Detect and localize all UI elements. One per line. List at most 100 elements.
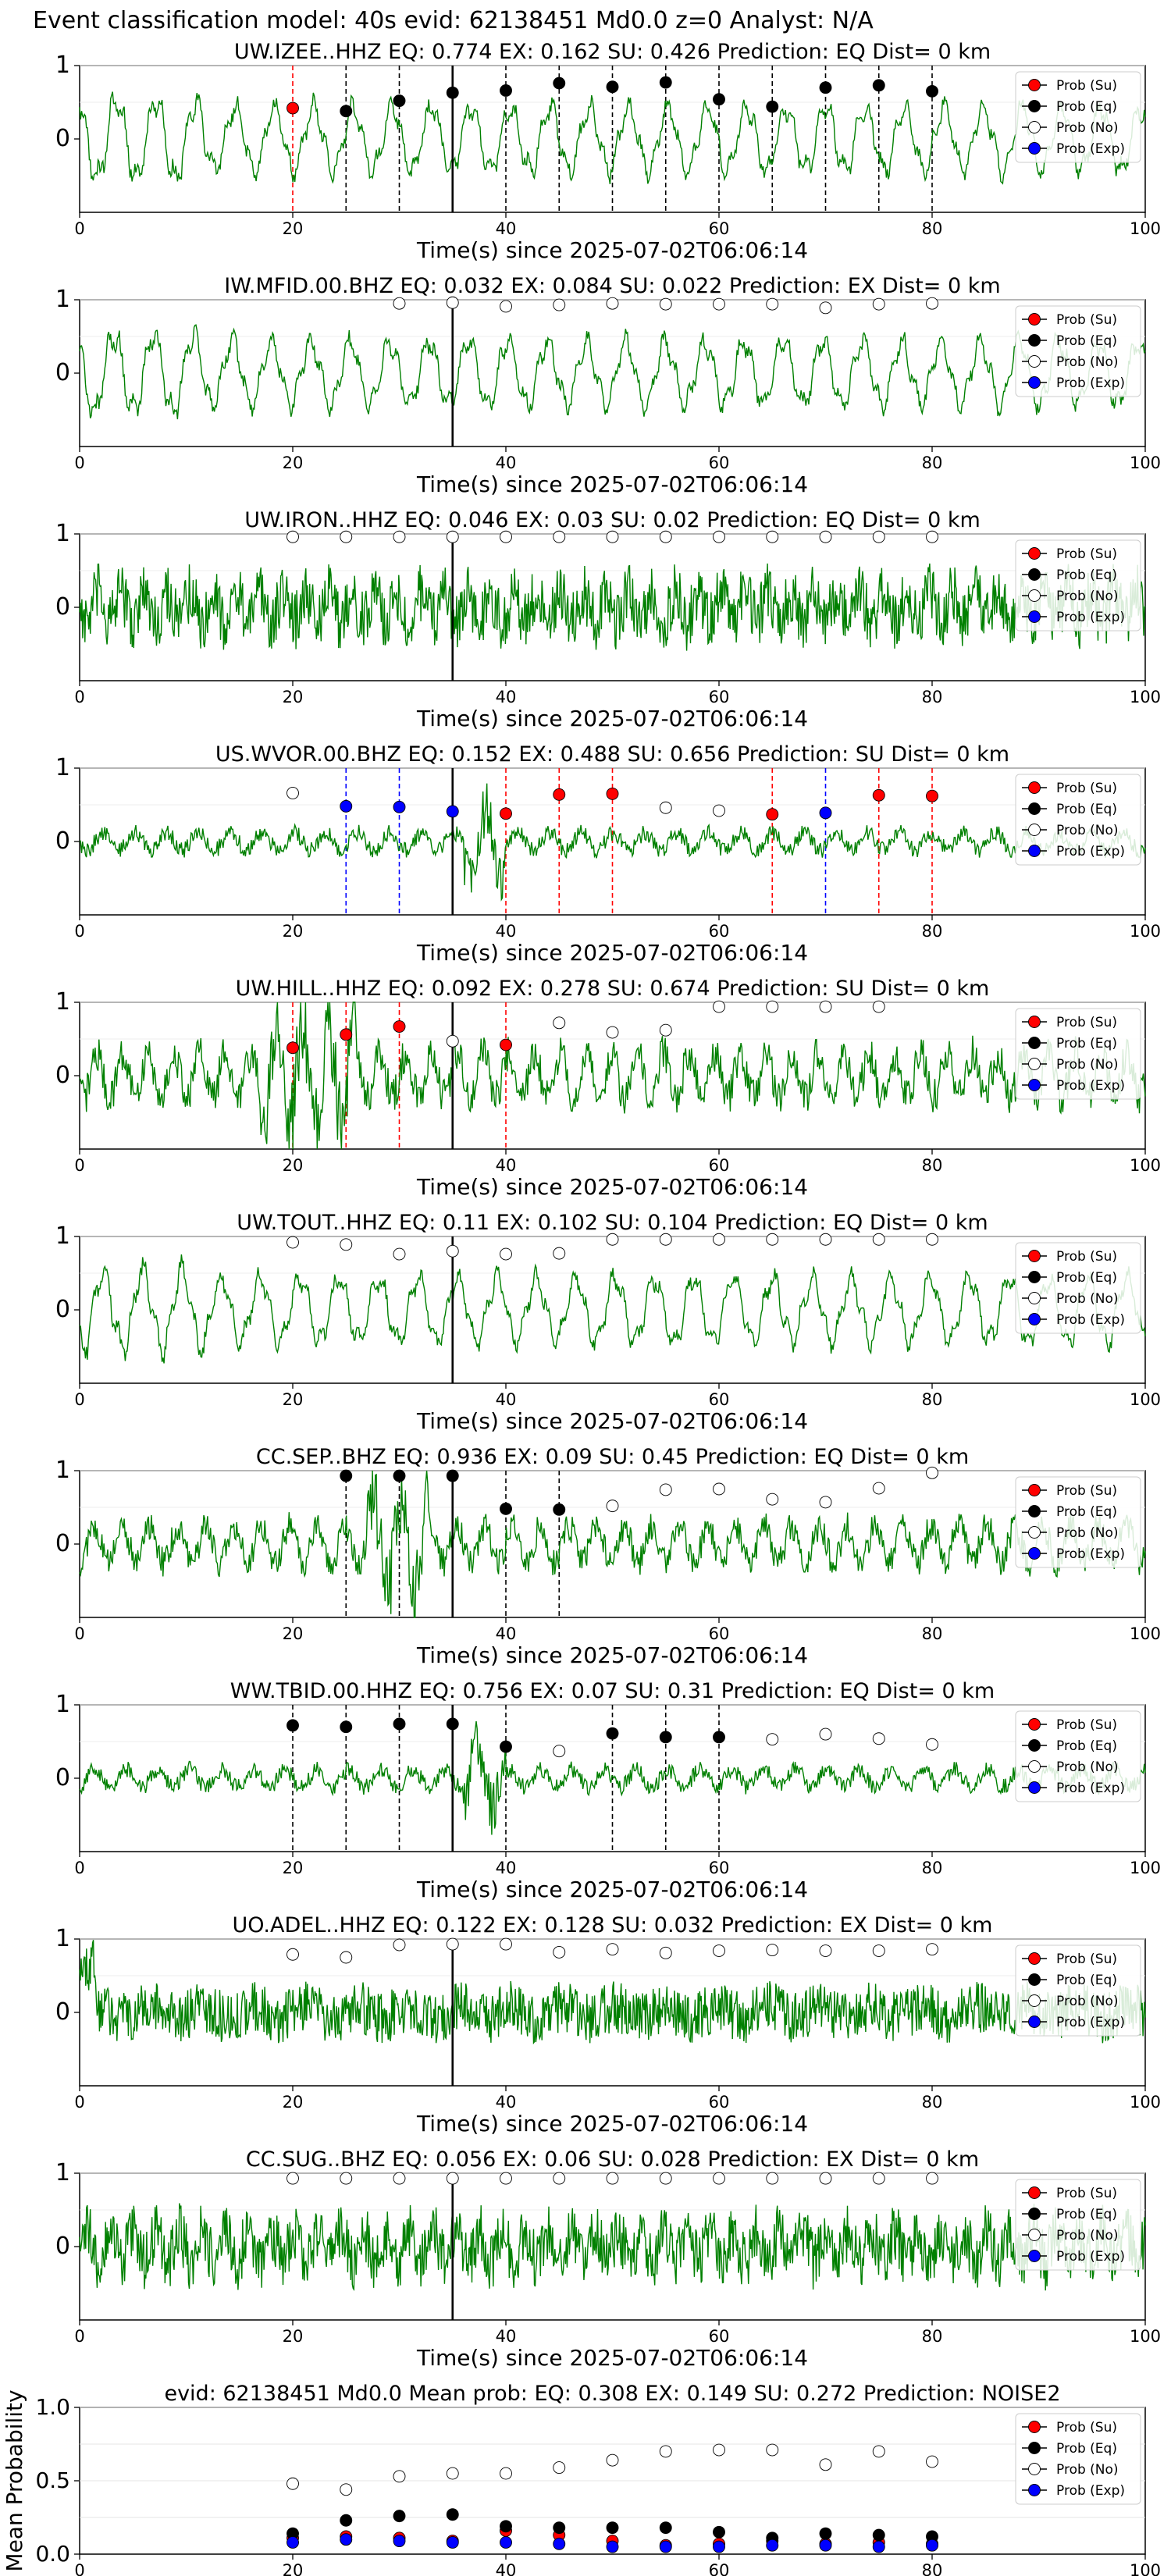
- prob-marker-no: [606, 1943, 619, 1956]
- prob-marker-no: [446, 2172, 459, 2185]
- legend-label: Prob (No): [1056, 2228, 1119, 2243]
- legend-marker-exp: [1028, 1079, 1041, 1091]
- x-tick-label: 20: [283, 1390, 304, 1409]
- x-tick-label: 60: [709, 2093, 730, 2112]
- subplot-title: evid: 62138451 Md0.0 Mean prob: EQ: 0.30…: [164, 2382, 1060, 2406]
- y-tick-label: 0.0: [35, 2541, 70, 2567]
- prob-marker-no: [340, 1238, 353, 1251]
- mean-prob-marker-eq: [340, 2514, 353, 2527]
- legend-label: Prob (Eq): [1056, 1973, 1117, 1988]
- legend-box: [1015, 539, 1141, 632]
- mean-prob-marker-eq: [393, 2510, 406, 2523]
- x-tick-label: 40: [496, 1390, 517, 1409]
- legend-box: [1015, 1476, 1141, 1568]
- legend: Prob (Su) Prob (Eq) Prob (No) Prob (Exp): [1015, 71, 1141, 163]
- x-axis-label: Time(s) since 2025-07-02T06:06:14: [416, 1174, 808, 1200]
- prob-marker-no: [287, 787, 299, 799]
- mean-prob-marker-eq: [819, 2527, 832, 2540]
- x-axis-label: Time(s) since 2025-07-02T06:06:14: [416, 2111, 808, 2137]
- legend-marker-no: [1028, 589, 1041, 602]
- legend-box: [1015, 774, 1141, 866]
- mean-prob-marker-no: [446, 2467, 459, 2480]
- legend-label: Prob (No): [1056, 120, 1119, 136]
- legend: Prob (Su) Prob (Eq) Prob (No) Prob (Exp): [1015, 1476, 1141, 1568]
- x-tick-label: 80: [922, 454, 943, 472]
- legend-marker-su: [1028, 1718, 1041, 1731]
- legend-marker-su: [1028, 1952, 1041, 1965]
- y-tick-label: 0: [55, 2233, 70, 2260]
- prob-marker-no: [766, 1493, 779, 1506]
- y-tick-label: 1.0: [35, 2394, 70, 2420]
- subplot-title: UO.ADEL..HHZ EQ: 0.122 EX: 0.128 SU: 0.0…: [233, 1913, 993, 1937]
- prob-marker-no: [713, 297, 725, 311]
- subplot-5: UW.HILL..HHZ EQ: 0.092 EX: 0.278 SU: 0.6…: [55, 977, 1161, 1200]
- prob-marker-eq: [500, 1740, 512, 1753]
- prob-marker-no: [287, 2172, 299, 2185]
- prob-marker-no: [553, 1945, 566, 1959]
- prob-marker-no: [659, 1946, 672, 1959]
- prob-marker-no: [500, 2172, 512, 2185]
- prob-marker-no: [340, 1951, 353, 1964]
- legend-label: Prob (Exp): [1056, 2249, 1125, 2265]
- prob-marker-no: [713, 1233, 725, 1246]
- prob-marker-no: [766, 1233, 779, 1246]
- y-tick-label: 1: [55, 1925, 70, 1952]
- prob-marker-no: [819, 1944, 832, 1957]
- y-tick-label: 0: [55, 1998, 70, 2026]
- x-tick-label: 80: [922, 2561, 943, 2576]
- x-tick-label: 20: [283, 2561, 304, 2576]
- legend-label: Prob (Exp): [1056, 1781, 1125, 1796]
- x-tick-label: 100: [1130, 1624, 1161, 1643]
- y-tick-label: 1: [55, 754, 70, 781]
- subplot-title: CC.SUG..BHZ EQ: 0.056 EX: 0.06 SU: 0.028…: [246, 2147, 979, 2172]
- prob-marker-no: [713, 2172, 725, 2185]
- prob-marker-no: [819, 2172, 832, 2185]
- x-tick-label: 100: [1130, 1156, 1161, 1175]
- legend-marker-su: [1028, 2421, 1041, 2433]
- x-tick-label: 40: [496, 1156, 517, 1175]
- x-tick-label: 20: [283, 688, 304, 706]
- x-tick-label: 60: [709, 1624, 730, 1643]
- x-tick-label: 40: [496, 1624, 517, 1643]
- waveform-trace: [79, 1940, 1146, 2045]
- legend-label: Prob (Su): [1056, 1483, 1117, 1499]
- mean-prob-marker-no: [500, 2467, 512, 2480]
- mean-prob-marker-eq: [606, 2521, 619, 2535]
- figure-suptitle: Event classification model: 40s evid: 62…: [33, 7, 874, 34]
- legend-marker-eq: [1028, 334, 1041, 347]
- prob-marker-no: [659, 530, 672, 543]
- x-tick-label: 60: [709, 2327, 730, 2346]
- prob-marker-no: [819, 530, 832, 543]
- mean-prob-marker-eq: [500, 2520, 512, 2533]
- prob-marker-no: [926, 1233, 938, 1246]
- x-tick-label: 60: [709, 922, 730, 941]
- x-tick-label: 40: [496, 2093, 517, 2112]
- legend-label: Prob (Exp): [1056, 1312, 1125, 1328]
- x-tick-label: 0: [74, 1624, 84, 1643]
- subplot-title: UW.IZEE..HHZ EQ: 0.774 EX: 0.162 SU: 0.4…: [234, 40, 991, 64]
- y-tick-label: 0: [55, 827, 70, 855]
- legend-marker-su: [1028, 781, 1041, 794]
- prob-marker-no: [819, 1727, 832, 1741]
- legend: Prob (Su) Prob (Eq) Prob (No) Prob (Exp): [1015, 1008, 1141, 1100]
- x-tick-label: 100: [1130, 1390, 1161, 1409]
- legend-box: [1015, 1008, 1141, 1100]
- prob-marker-no: [926, 1738, 938, 1751]
- x-tick-label: 0: [74, 688, 84, 706]
- x-axis-label: Time(s) since 2025-07-02T06:06:14: [416, 2345, 808, 2371]
- prob-marker-no: [766, 2172, 779, 2185]
- prob-marker-no: [766, 1733, 779, 1746]
- prob-marker-no: [926, 1943, 938, 1956]
- legend-label: Prob (Eq): [1056, 802, 1117, 817]
- y-tick-label: 1: [55, 1457, 70, 1484]
- legend-marker-exp: [1028, 2016, 1041, 2028]
- subplot-8: WW.TBID.00.HHZ EQ: 0.756 EX: 0.07 SU: 0.…: [55, 1679, 1161, 1902]
- legend-label: Prob (Su): [1056, 78, 1117, 94]
- legend-marker-no: [1028, 121, 1041, 133]
- legend-label: Prob (Exp): [1056, 1546, 1125, 1562]
- mean-prob-marker-no: [287, 2477, 299, 2490]
- legend-marker-eq: [1028, 100, 1041, 112]
- axes-frame: [79, 299, 1146, 447]
- prob-marker-no: [819, 301, 832, 315]
- legend-box: [1015, 1710, 1141, 1802]
